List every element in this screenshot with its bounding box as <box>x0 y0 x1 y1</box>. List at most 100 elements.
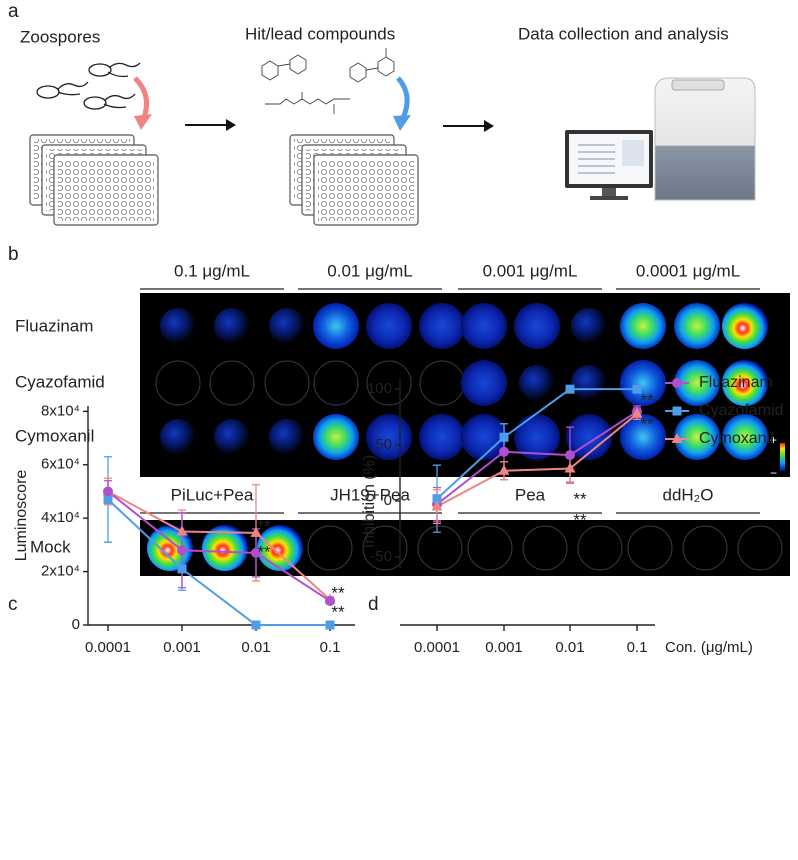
marker <box>565 450 575 461</box>
x-tick-label: 0.001 <box>163 639 201 656</box>
well <box>461 360 507 406</box>
marker <box>632 384 642 394</box>
chart: d -50 0 50 100 0.0001 0.001 0.01 0.1 Inhibition (… <box>361 374 783 656</box>
control-label: PiLuc+Pea <box>171 485 254 504</box>
arrow <box>396 76 410 122</box>
image-plate <box>140 520 790 576</box>
line <box>436 388 637 500</box>
well <box>514 414 560 460</box>
concentration-label: 0.01 μg/mL <box>327 261 412 280</box>
well <box>674 303 720 349</box>
panel-label: c <box>8 594 18 615</box>
arrow <box>185 119 236 131</box>
row-label: Cymoxanil <box>15 426 94 445</box>
well <box>722 303 768 349</box>
marker <box>672 406 682 416</box>
marker <box>499 446 509 457</box>
row-label: Fluazinam <box>15 316 93 335</box>
y-tick-label: 4x10⁴ <box>41 509 80 526</box>
computer <box>565 77 756 201</box>
well <box>519 365 555 401</box>
well-plates <box>29 134 419 226</box>
concentration-label: 0.1 μg/mL <box>174 261 250 280</box>
arrow-head <box>393 115 411 131</box>
arrow <box>133 76 150 121</box>
control-label: JH19+Pea <box>330 485 410 504</box>
well <box>160 419 196 455</box>
well <box>566 414 612 460</box>
control-label: ddH₂O <box>662 485 713 504</box>
line <box>436 410 638 506</box>
marker <box>631 407 643 418</box>
marker <box>671 433 683 443</box>
well <box>313 414 359 460</box>
well <box>269 419 305 455</box>
well <box>155 360 201 406</box>
well <box>461 414 507 460</box>
significance: ** <box>331 583 345 602</box>
marker <box>176 525 188 536</box>
well <box>522 525 568 571</box>
well <box>620 360 666 406</box>
well <box>366 303 412 349</box>
well <box>571 365 607 401</box>
color-scale <box>780 443 785 471</box>
well <box>362 525 408 571</box>
marker <box>250 526 262 537</box>
row-label: Cyazofamid <box>15 372 105 391</box>
line <box>107 490 331 602</box>
step-title: Hit/lead compounds <box>245 24 395 43</box>
well <box>577 525 623 571</box>
well <box>674 414 720 460</box>
plate-wells <box>318 159 414 221</box>
marker <box>564 462 576 473</box>
y-tick-label: 100 <box>367 380 392 397</box>
panel-label: b <box>8 244 19 265</box>
x-tick-label: 0.001 <box>485 639 523 656</box>
scale-label: − <box>770 466 777 480</box>
well <box>419 303 465 349</box>
well <box>264 360 310 406</box>
row-label: Mock <box>30 537 71 556</box>
marker <box>325 620 335 630</box>
legend-label: Cymoxanil <box>699 430 774 447</box>
plate-wells <box>58 159 154 221</box>
legend-label: Fluazinam <box>699 374 773 391</box>
x-tick-label: 0.0001 <box>85 639 131 656</box>
marker <box>251 547 261 558</box>
marker <box>103 494 113 504</box>
well <box>620 303 666 349</box>
well <box>467 525 513 571</box>
marker <box>325 595 335 606</box>
x-tick-label: 0.1 <box>627 639 648 656</box>
marker <box>432 494 442 504</box>
well <box>214 308 250 344</box>
significance: ** <box>257 516 271 535</box>
well <box>620 414 666 460</box>
concentration-label: 0.0001 μg/mL <box>636 261 740 280</box>
panel-label: d <box>368 594 379 615</box>
well <box>461 303 507 349</box>
well <box>627 525 673 571</box>
chart: c 0 2x10⁴ 4x10⁴ 6x10⁴ 8x10⁴ 0.0001 0.001 0.01 0.1… <box>8 402 355 656</box>
scale-label: + <box>770 433 777 447</box>
x-tick-label: 0.01 <box>555 639 584 656</box>
well <box>366 360 412 406</box>
well <box>674 360 720 406</box>
concentration-label: 0.001 μg/mL <box>483 261 578 280</box>
step-title: Data collection and analysis <box>518 24 729 43</box>
y-tick-label: 0 <box>384 492 392 509</box>
x-tick-label: 0.01 <box>241 639 270 656</box>
significance: ** <box>573 510 587 529</box>
well <box>737 525 783 571</box>
well <box>313 360 359 406</box>
well <box>214 419 250 455</box>
well <box>257 525 303 571</box>
line <box>436 412 638 508</box>
marker <box>103 486 113 497</box>
marker <box>498 464 510 475</box>
well <box>313 303 359 349</box>
marker <box>565 384 575 394</box>
x-axis-label: Con. (μg/mL) <box>665 639 753 656</box>
